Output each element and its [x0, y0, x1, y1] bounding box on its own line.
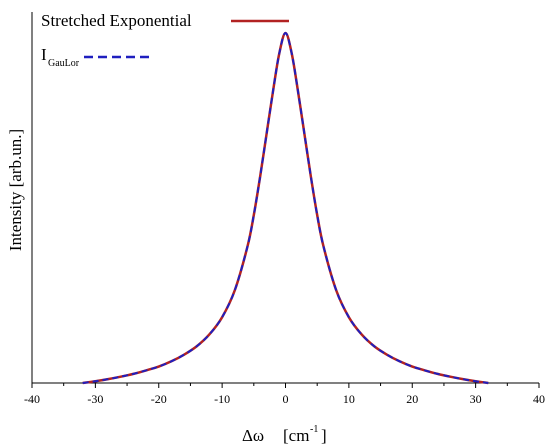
y-axis-title: Intensity [arb.un.] — [6, 129, 25, 251]
legend: Stretched Exponential I GauLor — [41, 11, 289, 69]
x-tick-label: 30 — [470, 392, 482, 406]
x-axis-unit-close: ] — [321, 426, 327, 445]
x-tick-label: -10 — [214, 392, 230, 406]
x-tick-label: -20 — [151, 392, 167, 406]
axes — [31, 12, 539, 384]
legend-label-i-gaulor: I — [41, 45, 47, 64]
x-tick-label: 20 — [406, 392, 418, 406]
x-tick-label: -30 — [87, 392, 103, 406]
x-tick-label: -40 — [24, 392, 40, 406]
legend-label-stretched-exponential: Stretched Exponential — [41, 11, 192, 30]
series-line-stretched-exponential — [82, 31, 489, 385]
series-layer — [82, 31, 489, 385]
x-axis-unit-exponent: -1 — [310, 424, 318, 435]
x-axis-unit: [cm — [283, 426, 309, 445]
x-tick-label: 10 — [343, 392, 355, 406]
series-line-i-gaulor — [82, 31, 489, 384]
legend-label-i-gaulor-subscript: GauLor — [48, 58, 80, 69]
x-axis-symbol: Δω — [242, 426, 264, 445]
x-tick-label: 0 — [283, 392, 289, 406]
x-axis-title: Δω [cm -1 ] — [242, 424, 327, 445]
x-ticks: -40 -30 -20 -10 0 10 20 30 40 — [24, 383, 545, 406]
x-tick-label: 40 — [533, 392, 545, 406]
